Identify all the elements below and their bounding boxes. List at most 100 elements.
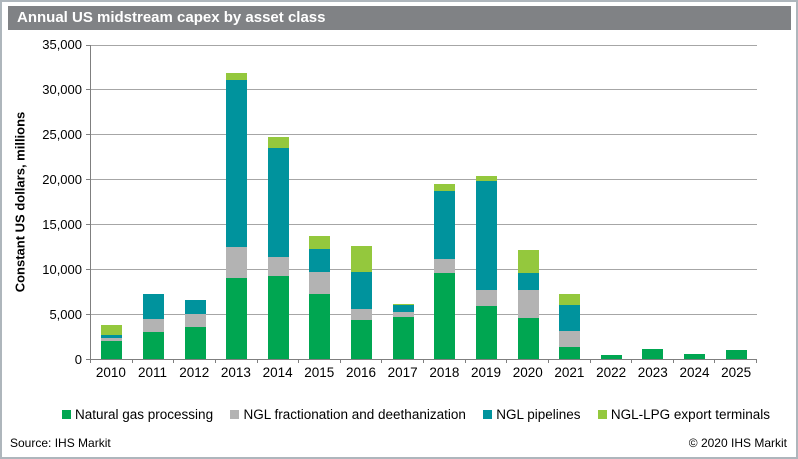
bar-segment	[392, 304, 414, 305]
bar-segment	[142, 319, 164, 332]
bar-segment	[101, 341, 123, 359]
legend-item: NGL-LPG export terminals	[597, 407, 770, 422]
stacked-bar	[600, 355, 622, 359]
x-tick-cell	[506, 359, 548, 363]
bar-segment	[559, 305, 581, 331]
bar-segment	[475, 306, 497, 359]
stacked-bar	[184, 300, 206, 359]
bar-group-2022	[591, 45, 633, 359]
bar-segment	[475, 181, 497, 290]
y-tick	[86, 134, 90, 135]
bar-segment	[267, 137, 289, 148]
x-tick-cell	[298, 359, 340, 363]
bar-segment	[309, 236, 331, 249]
copyright-note: © 2020 IHS Markit	[688, 436, 787, 450]
chart-legend: Natural gas processing NGL fractionation …	[62, 405, 770, 423]
bar-group-2014	[258, 45, 300, 359]
bar-segment	[559, 347, 581, 359]
y-tick	[86, 314, 90, 315]
bar-segment	[267, 276, 289, 359]
bar-segment	[226, 247, 248, 278]
bar-segment	[559, 294, 581, 305]
x-axis-tick-label: 2012	[179, 365, 210, 380]
stacked-bar	[267, 137, 289, 359]
x-axis-tick-label: 2019	[471, 365, 502, 380]
stacked-bar	[142, 294, 164, 359]
y-axis-tick-label: 20,000	[42, 172, 82, 187]
bar-group-2025	[715, 45, 757, 359]
bar-segment	[309, 272, 331, 294]
bar-segment	[351, 272, 373, 309]
y-tick	[86, 179, 90, 180]
y-tick	[86, 89, 90, 90]
bars-container	[91, 45, 757, 359]
bar-segment	[559, 331, 581, 347]
x-axis-tick-label: 2018	[429, 365, 460, 380]
bar-group-2012	[174, 45, 216, 359]
x-tick-cell	[423, 359, 465, 363]
bar-segment	[475, 176, 497, 181]
y-axis-tick-label: 35,000	[42, 37, 82, 52]
bar-segment	[267, 148, 289, 257]
bar-segment	[142, 332, 164, 359]
x-tick-cell	[589, 359, 632, 363]
bar-segment	[475, 290, 497, 306]
bar-segment	[351, 320, 373, 359]
bar-group-2019	[466, 45, 508, 359]
bar-segment	[517, 273, 539, 290]
bar-segment	[517, 250, 539, 273]
bar-segment	[517, 318, 539, 359]
gridline	[91, 314, 757, 315]
legend-swatch-icon	[230, 409, 240, 419]
bar-segment	[434, 259, 456, 273]
bar-segment	[517, 290, 539, 318]
x-tick-cell	[631, 359, 673, 363]
x-axis-tick-label: 2015	[304, 365, 335, 380]
bar-group-2021	[549, 45, 591, 359]
x-axis-tick-label: 2025	[721, 365, 752, 380]
stacked-bar	[226, 73, 248, 359]
legend-item: NGL pipelines	[483, 406, 581, 422]
x-axis-tick-label: 2022	[596, 365, 627, 380]
y-axis-tick-label: 15,000	[42, 217, 82, 232]
bar-segment	[101, 338, 123, 341]
bar-group-2017	[382, 45, 424, 359]
x-tick-cell	[214, 359, 257, 363]
x-tick-cell	[256, 359, 299, 363]
bar-segment	[351, 246, 373, 272]
legend-label: NGL pipelines	[496, 406, 581, 422]
bar-segment	[725, 350, 747, 359]
x-tick-cell	[339, 359, 382, 363]
stacked-bar	[517, 250, 539, 359]
stacked-bar	[392, 304, 414, 359]
bar-segment	[309, 249, 331, 272]
stacked-bar	[642, 349, 664, 359]
bar-segment	[642, 349, 664, 359]
bar-segment	[101, 325, 123, 335]
bar-segment	[184, 327, 206, 359]
bar-segment	[351, 309, 373, 320]
legend-label: NGL fractionation and deethanization	[243, 406, 466, 422]
stacked-bar	[475, 176, 497, 359]
bar-group-2023	[632, 45, 674, 359]
x-tick-cell	[131, 359, 174, 363]
bar-group-2013	[216, 45, 258, 359]
x-tick-cell	[672, 359, 715, 363]
bar-group-2024	[674, 45, 716, 359]
bar-group-2015	[299, 45, 341, 359]
x-axis-tick-label: 2016	[345, 365, 376, 380]
x-tick-cell	[547, 359, 590, 363]
bar-segment	[101, 335, 123, 338]
bar-group-2016	[341, 45, 383, 359]
bar-segment	[267, 257, 289, 276]
stacked-bar	[559, 294, 581, 359]
x-axis-tick-label: 2017	[387, 365, 418, 380]
bar-segment	[184, 314, 206, 327]
legend-item: NGL fractionation and deethanization	[230, 406, 466, 422]
bar-segment	[226, 80, 248, 247]
y-tick	[86, 224, 90, 225]
stacked-bar	[101, 325, 123, 359]
legend-label: Natural gas processing	[75, 406, 214, 422]
x-tick-cell	[714, 359, 756, 363]
